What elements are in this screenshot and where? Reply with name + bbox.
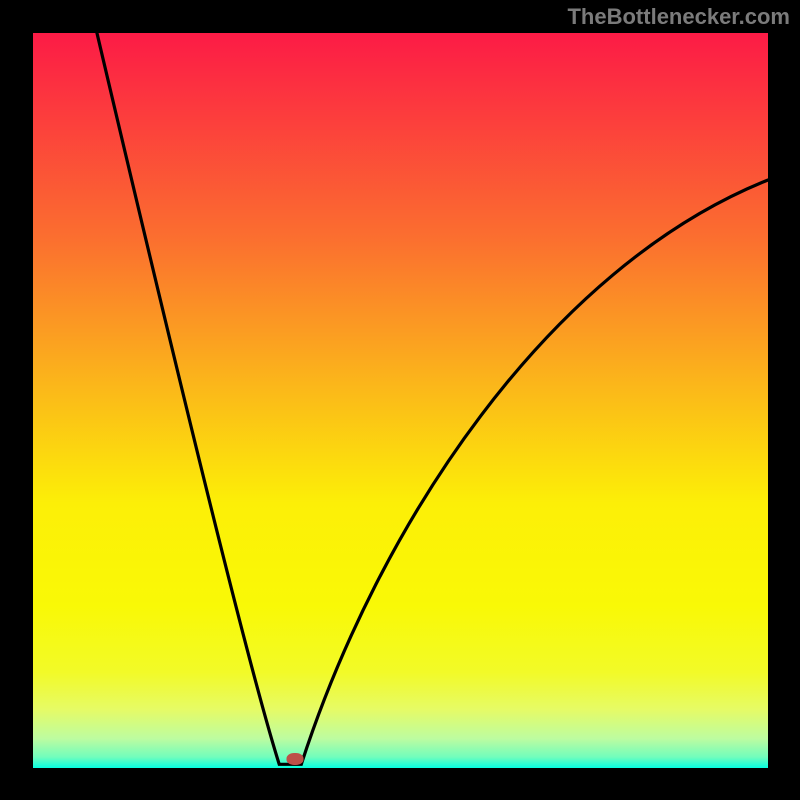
v-curve-path bbox=[97, 33, 768, 764]
minimum-marker bbox=[286, 753, 303, 765]
watermark-text: TheBottlenecker.com bbox=[567, 4, 790, 30]
plot-area bbox=[33, 33, 768, 768]
curve-plot bbox=[33, 33, 768, 768]
chart-container: TheBottlenecker.com bbox=[0, 0, 800, 800]
